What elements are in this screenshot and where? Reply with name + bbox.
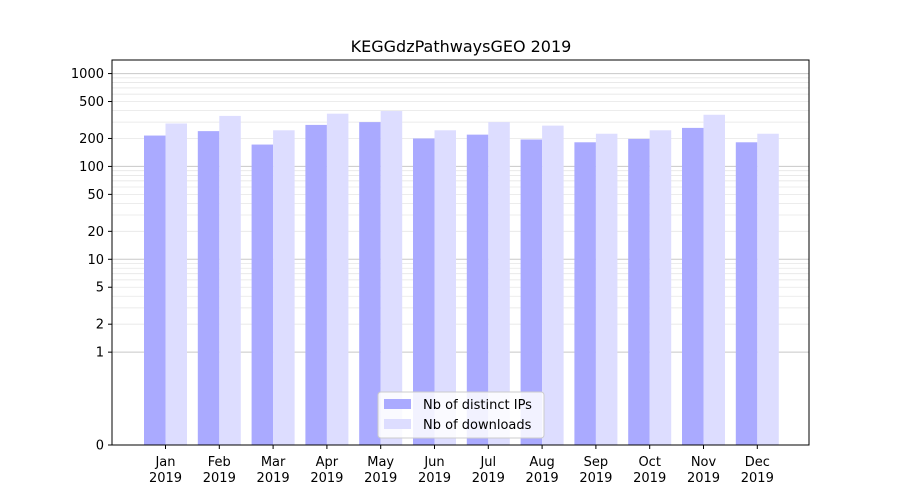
bar-downloads [757,133,779,445]
x-tick-label: Sep 2019 [579,455,612,486]
bar-distinct-ips [735,142,758,445]
x-tick-label: Jan 2019 [149,455,182,486]
legend-swatch [384,419,411,429]
y-tick-label: 2 [96,318,104,333]
bar-downloads [273,130,295,445]
x-tick-label: Nov 2019 [687,455,720,486]
y-tick-label: 1 [96,346,104,361]
legend: Nb of distinct IPs Nb of downloads [377,391,545,439]
bar-downloads [434,130,456,445]
legend-label: Nb of distinct IPs [423,398,532,413]
y-tick-label: 50 [87,188,104,203]
y-tick-label: 10 [87,253,104,268]
y-tick-label: 5 [96,281,104,296]
y-tick-label: 20 [87,225,104,240]
y-tick-label: 200 [79,132,104,147]
y-axis: 0 1 2 5 10 20 50 100 200 500 1000 [71,67,112,454]
x-tick-label: Jun 2019 [418,455,451,486]
bar-distinct-ips [305,124,327,446]
bar-distinct-ips [628,138,650,445]
chart-title: KEGGdzPathwaysGEO 2019 [351,37,572,56]
legend-label: Nb of downloads [423,418,532,433]
bar-downloads [326,113,349,445]
bar-downloads [542,125,564,445]
x-axis: Jan 2019 Feb 2019 Mar 2019 Apr 2019 May 2019 Jun 20… [149,445,774,486]
plot-frame [111,59,810,446]
x-tick-label: Oct 2019 [633,455,666,486]
bar-distinct-ips [144,135,166,445]
bar-distinct-ips [520,139,543,446]
y-tick-label: 1000 [71,67,104,82]
x-tick-label: Mar 2019 [257,455,290,486]
bar-distinct-ips [682,127,704,445]
x-tick-label: Feb 2019 [203,455,236,486]
bar-distinct-ips [574,142,596,445]
bar-downloads [649,130,672,445]
y-tick-label: 500 [79,95,104,110]
bar-distinct-ips [197,131,220,446]
bar-downloads [488,122,510,446]
bars [144,111,779,446]
x-tick-label: Jul 2019 [472,455,505,486]
y-tick-label: 0 [96,439,104,454]
bar-downloads [165,123,187,445]
y-tick-label: 100 [79,160,104,175]
x-tick-label: Apr 2019 [310,455,343,486]
bar-distinct-ips [466,134,489,445]
bar-downloads [595,133,618,445]
bar-distinct-ips [359,122,381,446]
bar-downloads [219,115,241,446]
x-tick-label: May 2019 [364,455,397,486]
bar-distinct-ips [413,138,435,445]
legend-box [377,391,545,439]
x-tick-label: Aug 2019 [526,455,559,486]
legend-swatch [384,399,411,409]
bar-downloads [380,111,403,445]
x-tick-label: Dec 2019 [741,455,774,486]
bar-distinct-ips [251,144,274,445]
bar-downloads [703,114,725,446]
